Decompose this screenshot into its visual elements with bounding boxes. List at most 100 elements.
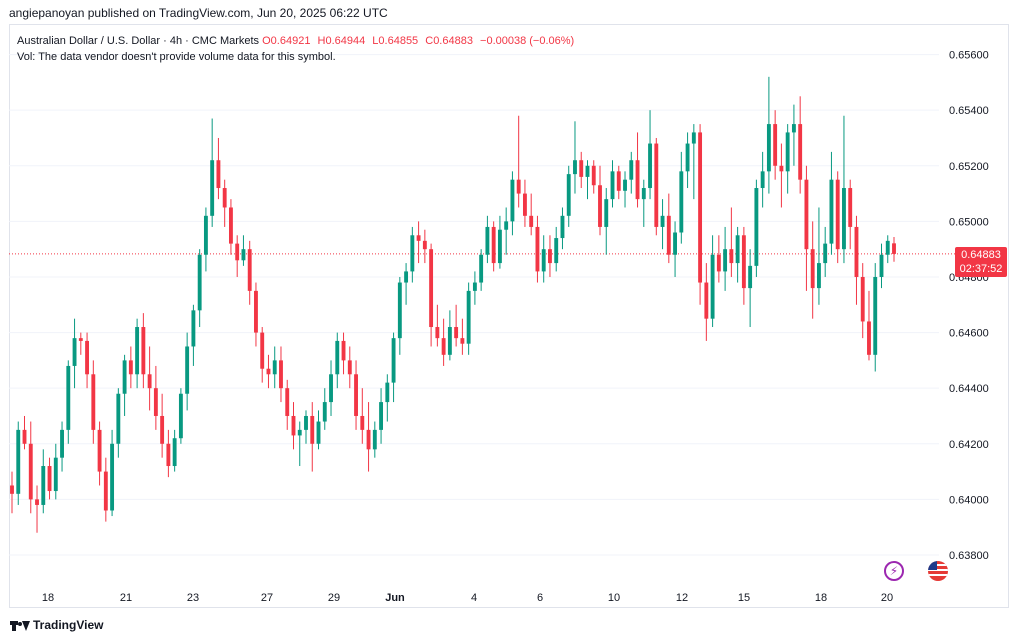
y-tick-label: 0.64600 [949, 328, 989, 340]
candle [429, 243, 434, 347]
candle-body [228, 207, 233, 244]
candle-body [103, 471, 108, 511]
candle [441, 318, 446, 366]
candle-body [422, 240, 427, 250]
candle-body [854, 226, 859, 277]
lightning-icon[interactable]: ⚡ [884, 561, 904, 581]
candle [116, 388, 121, 458]
candle [741, 226, 746, 305]
candle-body [191, 310, 196, 347]
candle [660, 199, 665, 250]
candle [798, 96, 803, 194]
candle-body [341, 340, 346, 361]
candle [573, 121, 577, 194]
candle-body [829, 179, 834, 244]
candle-body [322, 402, 327, 422]
y-tick-label: 0.65000 [949, 216, 989, 228]
candle [504, 207, 509, 255]
candle-body [72, 338, 77, 366]
candle-body [610, 171, 615, 200]
candle-body [529, 215, 534, 227]
candle-body [10, 485, 14, 494]
x-tick-label: 15 [738, 592, 750, 604]
candle [172, 429, 177, 472]
candle [823, 226, 828, 277]
footer-brand[interactable]: TradingView [10, 618, 103, 632]
symbol-title[interactable]: Australian Dollar / U.S. Dollar · 4h · C… [17, 35, 260, 47]
candle [773, 110, 778, 180]
candle [310, 402, 315, 472]
candle-body [216, 160, 221, 189]
candle [110, 429, 115, 517]
candle-body [816, 263, 821, 289]
candle-body [879, 254, 884, 277]
candle-body [466, 290, 471, 344]
y-tick-label: 0.65600 [949, 50, 989, 62]
candle-body [28, 443, 33, 500]
candle [598, 165, 602, 236]
candle [472, 271, 477, 305]
candle [673, 221, 678, 277]
candle [554, 226, 559, 272]
candle-body [710, 254, 715, 319]
candle [848, 179, 853, 250]
candle-body [773, 124, 778, 166]
candle-body [848, 188, 853, 227]
candle [804, 165, 809, 291]
candle-body [648, 143, 652, 189]
candle [10, 471, 14, 514]
candle [347, 346, 352, 389]
candle [729, 207, 734, 277]
candle-body [235, 243, 240, 261]
candle-body [329, 374, 333, 403]
candle-body [679, 171, 684, 233]
x-tick-label: 10 [608, 592, 620, 604]
candle [147, 346, 152, 411]
candle-body [698, 132, 703, 283]
candle-body [178, 393, 183, 439]
candle [379, 388, 384, 444]
candle [604, 188, 609, 255]
candle-body [629, 160, 634, 180]
candle [516, 115, 521, 208]
candle [228, 199, 233, 255]
candle-body [591, 165, 596, 186]
candle [316, 410, 321, 450]
candle-body [310, 415, 315, 444]
candle [153, 365, 158, 430]
x-tick-label: Jun [385, 592, 405, 604]
candle [235, 235, 240, 277]
candle-body [85, 340, 90, 375]
candle [360, 388, 365, 444]
candle-body [185, 346, 190, 394]
tradingview-logo-icon [10, 619, 30, 631]
candle [35, 485, 39, 533]
candle-body [873, 276, 878, 355]
candle-body [760, 171, 765, 189]
candlestick-chart[interactable]: 0.656000.654000.652000.650000.648000.646… [9, 24, 1009, 608]
candle [191, 304, 196, 366]
candle-body [685, 143, 690, 172]
candle [135, 318, 140, 389]
candle [591, 160, 596, 194]
candle-body [635, 160, 640, 200]
us-flag-icon[interactable] [928, 561, 948, 581]
candle [748, 249, 753, 328]
y-tick-label: 0.64400 [949, 383, 989, 395]
candle [72, 318, 77, 389]
y-tick-label: 0.64200 [949, 439, 989, 451]
candle-body [867, 321, 871, 355]
candle-body [210, 160, 215, 216]
y-tick-label: 0.64000 [949, 494, 989, 506]
candle [391, 332, 396, 403]
candle-body [354, 374, 358, 416]
candle [60, 421, 64, 472]
candle [279, 346, 283, 403]
candle-body [372, 429, 377, 450]
candle [222, 179, 227, 227]
candle-body [316, 421, 321, 444]
candle [485, 215, 490, 264]
candle [66, 360, 71, 444]
candle [735, 226, 740, 283]
candle [416, 221, 421, 264]
